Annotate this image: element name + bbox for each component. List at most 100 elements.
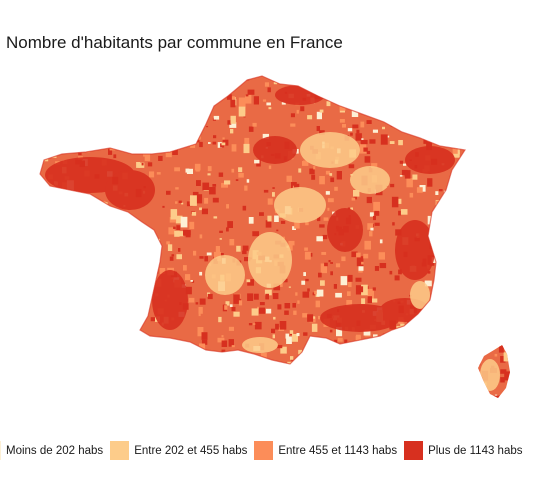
commune-cell xyxy=(149,379,153,383)
commune-cell xyxy=(438,189,443,192)
commune-cell xyxy=(44,119,47,123)
commune-cell xyxy=(388,376,394,385)
commune-cell xyxy=(57,112,61,119)
commune-cell xyxy=(461,355,466,362)
commune-cell xyxy=(169,217,177,223)
commune-cell xyxy=(188,297,195,303)
commune-cell xyxy=(385,378,390,384)
commune-cell xyxy=(166,83,170,85)
commune-cell xyxy=(42,371,45,373)
commune-cell xyxy=(169,404,172,409)
commune-cell xyxy=(153,402,156,406)
commune-cell xyxy=(126,230,132,235)
commune-cell xyxy=(339,119,345,123)
commune-cell xyxy=(273,316,276,320)
commune-cell xyxy=(346,388,351,392)
commune-cell xyxy=(213,216,218,219)
commune-cell xyxy=(453,241,459,248)
commune-cell xyxy=(164,357,168,360)
commune-cell xyxy=(75,372,82,381)
commune-cell xyxy=(268,165,272,169)
commune-cell xyxy=(281,102,286,105)
commune-cell xyxy=(326,383,331,390)
commune-cell xyxy=(82,316,89,323)
commune-cell xyxy=(180,216,188,228)
commune-cell xyxy=(398,269,402,275)
commune-cell xyxy=(389,141,395,144)
commune-cell xyxy=(297,300,300,304)
commune-cell xyxy=(266,102,271,106)
commune-cell xyxy=(81,135,85,141)
commune-cell xyxy=(350,207,353,210)
commune-cell xyxy=(492,279,497,284)
commune-cell xyxy=(400,209,408,215)
commune-cell xyxy=(463,76,469,84)
commune-cell xyxy=(96,293,101,296)
commune-cell xyxy=(330,271,333,276)
commune-cell xyxy=(288,393,292,396)
commune-cell xyxy=(265,220,272,228)
commune-cell xyxy=(504,262,508,265)
commune-cell xyxy=(245,94,249,97)
commune-cell xyxy=(514,219,521,230)
commune-cell xyxy=(286,336,292,344)
commune-cell xyxy=(83,349,91,356)
commune-cell xyxy=(80,248,83,252)
commune-cell xyxy=(45,221,52,232)
commune-cell xyxy=(363,90,368,96)
commune-cell xyxy=(107,368,113,373)
commune-cell xyxy=(453,384,458,389)
commune-cell xyxy=(163,384,166,387)
commune-cell xyxy=(230,115,236,124)
commune-cell xyxy=(262,99,267,102)
commune-cell xyxy=(426,310,432,316)
commune-cell xyxy=(219,238,222,240)
commune-cell xyxy=(57,326,63,331)
commune-cell xyxy=(40,260,43,263)
commune-cell xyxy=(447,125,453,133)
commune-cell xyxy=(449,121,454,127)
commune-cell xyxy=(519,335,525,342)
commune-cell xyxy=(474,284,480,290)
commune-cell xyxy=(300,367,308,379)
commune-cell xyxy=(94,233,101,237)
commune-cell xyxy=(43,72,46,74)
commune-cell xyxy=(67,197,73,203)
commune-cell xyxy=(340,95,345,102)
commune-cell xyxy=(53,211,57,215)
legend-label: Entre 455 et 1143 habs xyxy=(278,444,398,457)
commune-cell xyxy=(43,409,46,412)
commune-cell xyxy=(180,375,187,386)
commune-cell xyxy=(35,302,39,307)
commune-cell xyxy=(374,355,377,360)
commune-cell xyxy=(467,261,473,269)
commune-cell xyxy=(268,405,275,413)
commune-cell xyxy=(369,231,373,237)
commune-cell xyxy=(149,260,153,263)
commune-cell xyxy=(351,251,358,258)
commune-cell xyxy=(224,180,231,185)
commune-cell xyxy=(320,263,327,274)
commune-cell xyxy=(63,374,68,380)
commune-cell xyxy=(55,213,63,219)
commune-cell xyxy=(221,182,228,188)
commune-cell xyxy=(207,293,213,300)
commune-cell xyxy=(40,281,42,289)
commune-cell xyxy=(296,333,300,337)
commune-cell xyxy=(336,171,342,180)
commune-cell xyxy=(491,284,495,288)
commune-cell xyxy=(295,401,299,406)
commune-cell xyxy=(81,386,87,391)
commune-cell xyxy=(504,249,508,254)
commune-cell xyxy=(394,87,398,91)
commune-cell xyxy=(502,104,507,108)
commune-cell xyxy=(419,403,423,409)
commune-cell xyxy=(482,334,487,341)
commune-cell xyxy=(154,369,160,376)
commune-cell xyxy=(227,221,233,228)
commune-cell xyxy=(251,308,259,316)
commune-cell xyxy=(433,381,439,390)
commune-cell xyxy=(189,221,195,230)
commune-cell xyxy=(134,339,137,341)
commune-cell xyxy=(234,397,242,398)
